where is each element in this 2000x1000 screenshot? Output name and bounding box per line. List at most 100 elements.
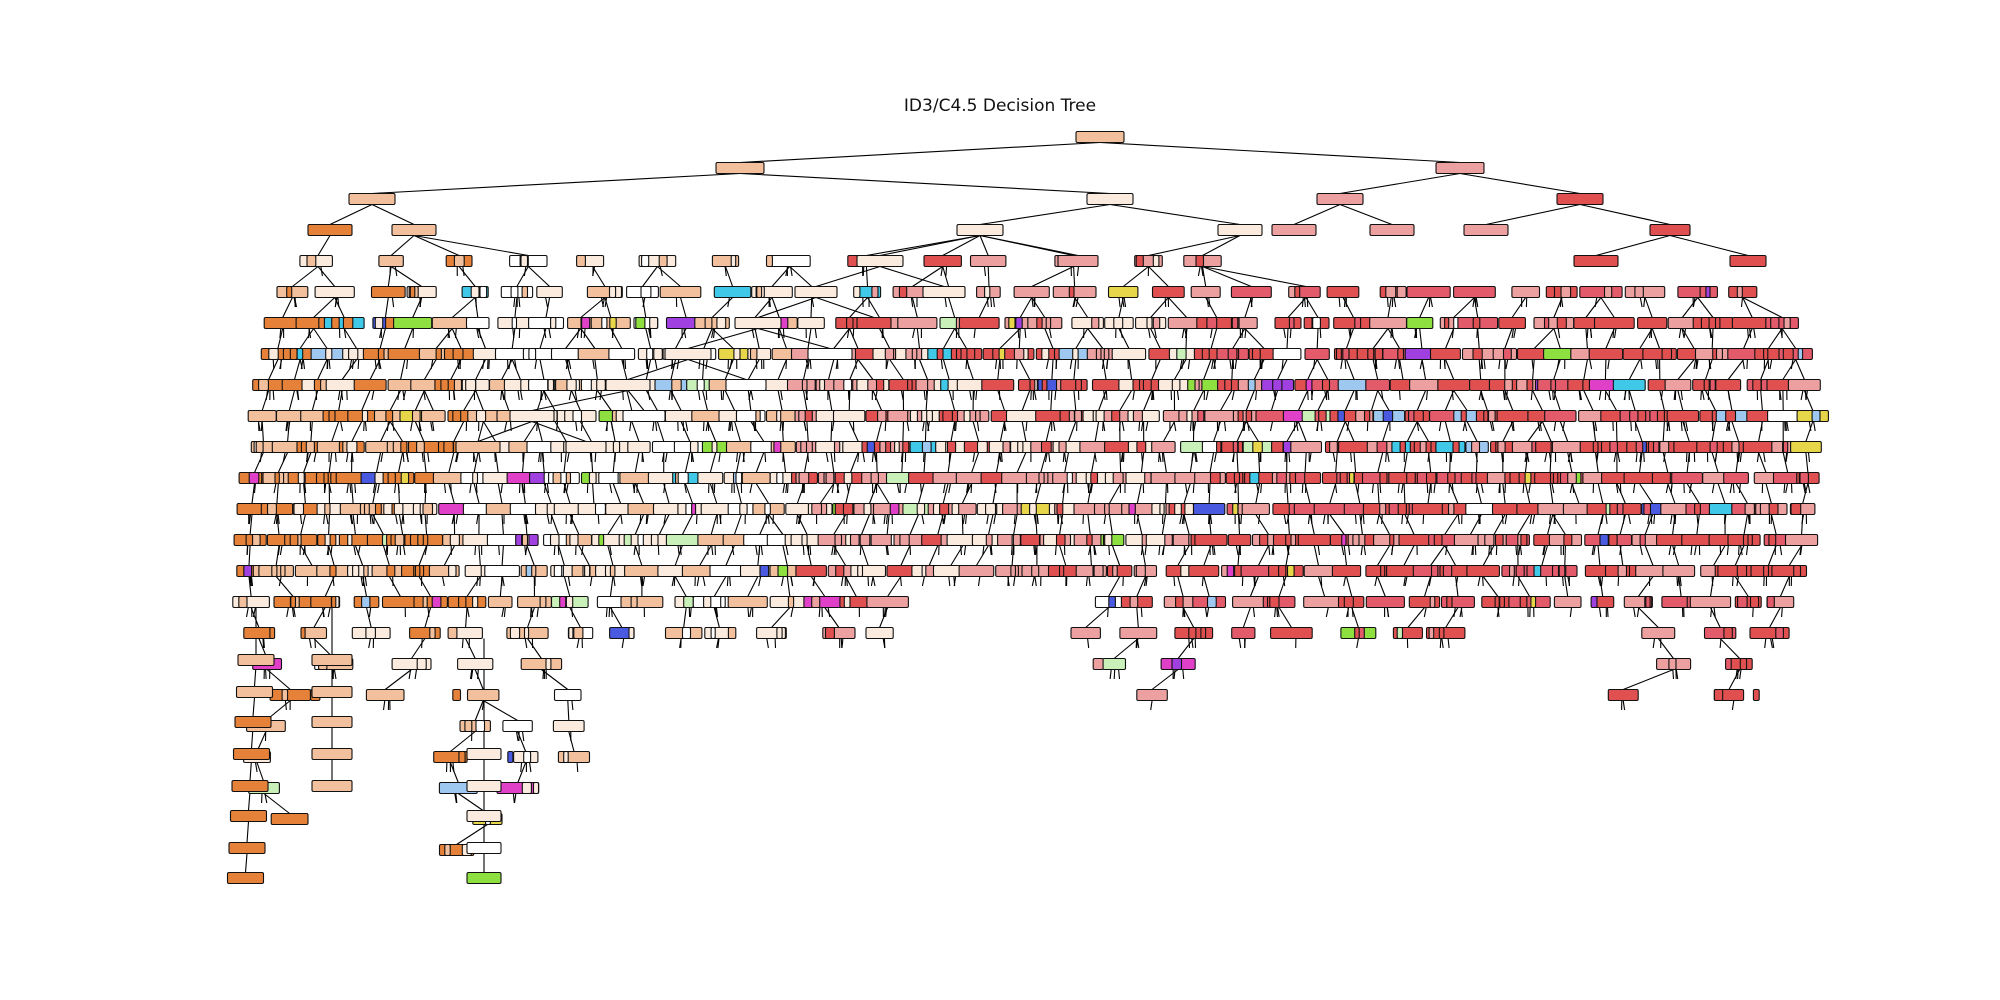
tree-node — [1399, 440, 1406, 454]
tree-node — [386, 564, 396, 578]
tree-node — [1015, 316, 1023, 330]
tree-edge — [810, 297, 813, 318]
tree-edge — [1567, 452, 1573, 473]
tree-edge — [331, 421, 340, 442]
tree-edge — [990, 297, 993, 308]
tree-node — [1768, 502, 1779, 516]
tree-edge — [1607, 359, 1610, 370]
tree-edge — [1693, 359, 1697, 370]
tree-edge — [659, 266, 663, 277]
tree-node — [1782, 347, 1794, 361]
tree-node — [325, 347, 333, 361]
tree-edge — [1197, 266, 1201, 277]
tree-edge — [766, 638, 769, 649]
tree-edge — [291, 607, 295, 618]
tree-node — [1321, 378, 1331, 392]
tree-edge — [1121, 421, 1125, 432]
tree-edge — [1403, 452, 1408, 473]
tree-node — [1041, 378, 1048, 392]
tree-node — [290, 595, 297, 609]
tree-node — [683, 595, 694, 609]
tree-node — [622, 409, 666, 423]
tree-node — [612, 440, 621, 454]
tree-edge — [525, 514, 529, 525]
tree-edge — [1119, 390, 1133, 411]
tree-node — [863, 502, 872, 516]
tree-edge — [1647, 514, 1650, 525]
tree-edge — [1123, 297, 1127, 308]
tree-edge — [349, 514, 353, 525]
tree-node — [470, 285, 480, 299]
tree-edge — [1771, 638, 1775, 649]
tree-node — [1438, 626, 1445, 640]
tree-node — [1224, 378, 1233, 392]
tree-edge — [1739, 669, 1742, 680]
tree-edge — [633, 483, 636, 494]
tree-edge — [751, 328, 755, 339]
tree-edge — [1237, 545, 1241, 566]
tree-edge — [1305, 297, 1319, 318]
tree-edge — [1209, 328, 1213, 339]
tree-edge — [755, 545, 758, 556]
tree-edge — [1283, 328, 1286, 339]
tree-node — [472, 347, 499, 361]
tree-edge — [1416, 421, 1430, 442]
tree-edge — [352, 514, 356, 535]
tree-edge — [262, 638, 265, 649]
tree-edge — [1746, 359, 1748, 370]
tree-edge — [1498, 359, 1501, 370]
tree-node — [609, 564, 616, 578]
tree-edge — [557, 545, 565, 566]
tree-edge — [1128, 359, 1133, 380]
tree-edge — [1048, 452, 1051, 463]
tree-edge — [921, 514, 925, 525]
tree-edge — [479, 576, 481, 587]
tree-node — [1612, 378, 1646, 392]
tree-node — [756, 285, 763, 299]
tree-node — [1188, 564, 1220, 578]
tree-edge — [1680, 390, 1683, 401]
tree-edge — [1075, 297, 1079, 308]
tree-edge — [313, 452, 317, 463]
tree-edge — [313, 328, 328, 349]
tree-edge — [524, 514, 528, 535]
tree-node — [1247, 378, 1256, 392]
tree-node — [1290, 440, 1323, 454]
tree-node — [378, 254, 404, 268]
tree-node — [1497, 440, 1506, 454]
tree-node — [1271, 223, 1317, 237]
tree-edge — [1696, 514, 1699, 525]
tree-edge — [418, 545, 428, 566]
tree-node — [271, 564, 278, 578]
tree-edge — [676, 359, 680, 370]
tree-edge — [478, 452, 481, 463]
tree-node — [306, 254, 317, 268]
tree-edge — [887, 576, 902, 597]
tree-node — [646, 347, 654, 361]
tree-edge — [1018, 359, 1031, 380]
tree-edge — [1421, 359, 1427, 380]
tree-edge — [809, 545, 812, 556]
tree-edge — [1173, 576, 1176, 587]
tree-edge — [1628, 390, 1636, 411]
tree-edge — [517, 762, 527, 783]
tree-edge — [456, 824, 488, 845]
tree-edge — [322, 607, 325, 618]
tree-edge — [1764, 638, 1767, 649]
tree-edge — [656, 421, 665, 442]
tree-edge — [1183, 514, 1190, 535]
tree-edge — [534, 359, 538, 370]
tree-edge — [1031, 297, 1046, 318]
tree-edge — [1726, 545, 1729, 556]
tree-edge — [1485, 203, 1581, 226]
tree-edge — [275, 576, 294, 597]
tree-edge — [482, 421, 497, 442]
tree-edge — [379, 328, 386, 349]
tree-edge — [1345, 359, 1355, 380]
tree-node — [1290, 533, 1297, 547]
tree-edge — [963, 545, 967, 556]
tree-edge — [334, 297, 337, 308]
tree-edge — [634, 514, 645, 535]
tree-edge — [410, 421, 413, 432]
tree-edge — [1740, 297, 1744, 308]
